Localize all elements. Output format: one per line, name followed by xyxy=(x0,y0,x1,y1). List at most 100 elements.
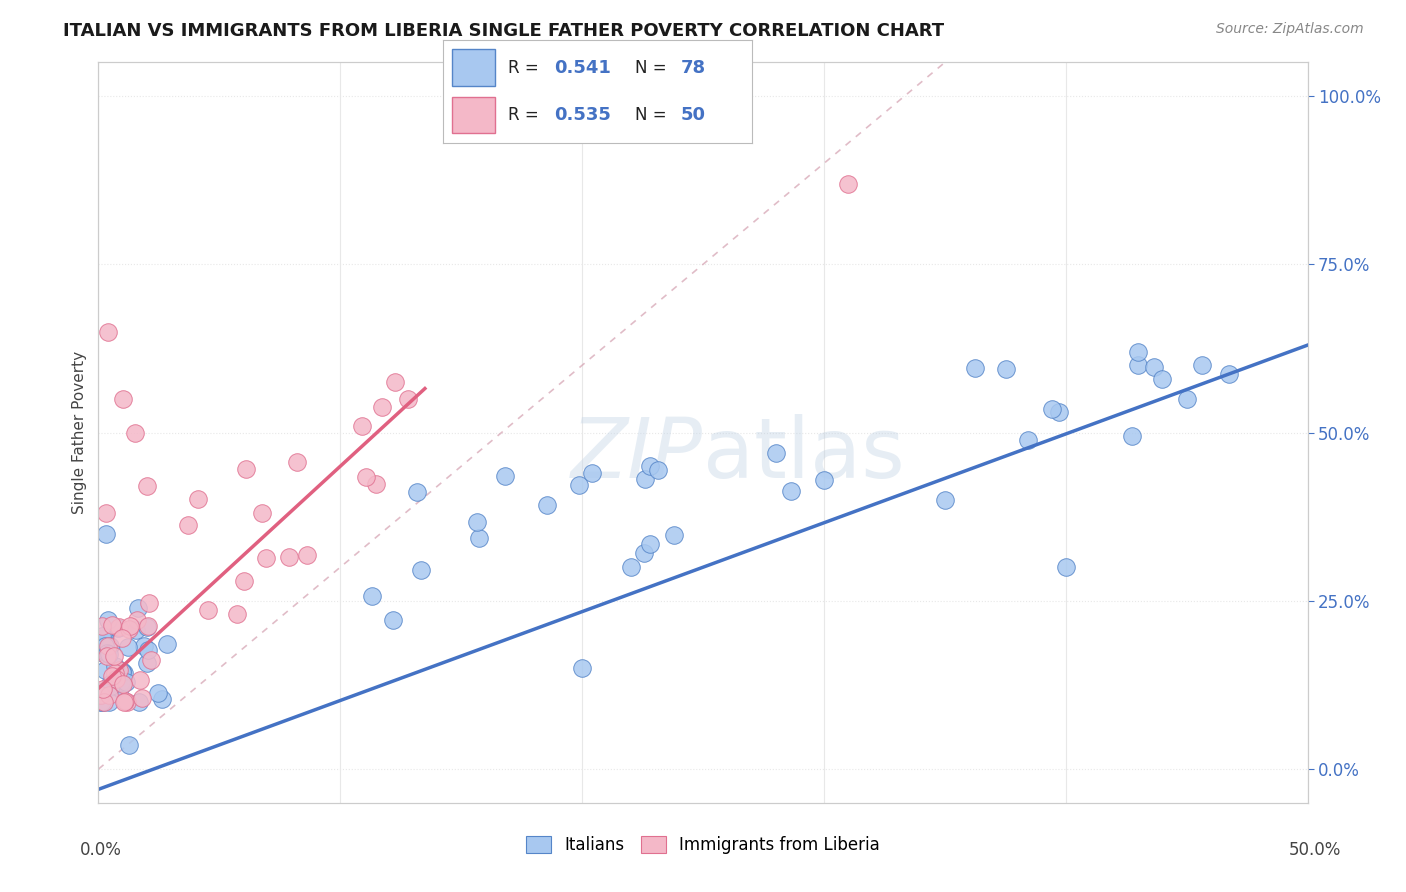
Point xyxy=(100,680,122,694)
Point xyxy=(112,665,135,680)
Bar xyxy=(453,96,495,134)
Point xyxy=(197,603,219,617)
Point xyxy=(114,693,136,707)
Point xyxy=(118,739,141,753)
Point xyxy=(94,642,117,657)
Point xyxy=(104,672,127,686)
Point xyxy=(104,666,127,681)
Point xyxy=(150,691,173,706)
Point xyxy=(568,478,591,492)
Text: 0.535: 0.535 xyxy=(554,106,612,124)
Point xyxy=(1040,402,1063,417)
Text: 78: 78 xyxy=(681,59,706,77)
Point xyxy=(813,473,835,487)
Point xyxy=(100,677,122,691)
Point xyxy=(135,656,157,670)
Point xyxy=(135,479,157,493)
Point xyxy=(98,639,121,653)
Point xyxy=(177,518,200,533)
Point xyxy=(120,619,142,633)
Point xyxy=(965,361,987,376)
Point xyxy=(494,468,516,483)
Point xyxy=(995,361,1018,376)
Point xyxy=(1121,429,1143,443)
Point xyxy=(108,619,131,633)
Point xyxy=(1142,360,1164,375)
Y-axis label: Single Father Poverty: Single Father Poverty xyxy=(72,351,87,514)
Point xyxy=(90,685,112,699)
Point xyxy=(277,549,299,564)
Point xyxy=(107,621,129,635)
Point xyxy=(187,491,209,506)
Point xyxy=(97,639,120,653)
Point xyxy=(111,664,134,678)
Point xyxy=(136,620,159,634)
Point xyxy=(536,498,558,512)
Point xyxy=(87,645,110,659)
Point xyxy=(127,601,149,615)
Point xyxy=(96,643,118,657)
Point xyxy=(101,669,124,683)
Point xyxy=(619,559,641,574)
Point xyxy=(128,673,150,688)
Point xyxy=(131,691,153,706)
Point xyxy=(118,622,141,636)
Point xyxy=(1218,367,1240,381)
Point xyxy=(146,685,169,699)
Point xyxy=(93,695,115,709)
Point xyxy=(115,674,138,689)
Point xyxy=(354,470,377,484)
Point xyxy=(97,647,120,661)
Point xyxy=(225,607,247,621)
Point xyxy=(128,695,150,709)
Point xyxy=(1054,560,1077,574)
Point xyxy=(232,574,254,588)
Point xyxy=(93,695,115,709)
Point xyxy=(108,664,131,678)
Point xyxy=(360,589,382,603)
Point xyxy=(396,392,419,406)
Point xyxy=(97,613,120,627)
Point xyxy=(138,619,160,633)
Bar xyxy=(453,49,495,87)
Point xyxy=(110,675,132,690)
Point xyxy=(111,631,134,645)
Point xyxy=(111,677,134,691)
Point xyxy=(91,629,114,643)
Point xyxy=(94,526,117,541)
Point xyxy=(406,485,429,500)
Point xyxy=(93,632,115,647)
Point xyxy=(96,646,118,660)
Point xyxy=(93,631,115,645)
Point xyxy=(101,617,124,632)
Point xyxy=(467,531,489,545)
Point xyxy=(371,401,394,415)
Point xyxy=(97,325,120,339)
Text: atlas: atlas xyxy=(703,414,904,495)
Point xyxy=(115,695,138,709)
Text: 0.541: 0.541 xyxy=(554,59,612,77)
Point xyxy=(124,425,146,440)
Point xyxy=(89,688,111,702)
Point xyxy=(112,695,135,709)
Point xyxy=(837,177,859,191)
Point xyxy=(97,695,120,709)
Point xyxy=(1017,433,1039,447)
Point xyxy=(117,640,139,654)
Point xyxy=(136,643,159,657)
Point xyxy=(1175,392,1198,406)
Point xyxy=(93,681,115,696)
Point xyxy=(156,638,179,652)
Text: ZIP: ZIP xyxy=(571,414,703,495)
Point xyxy=(96,649,118,664)
Legend: Italians, Immigrants from Liberia: Italians, Immigrants from Liberia xyxy=(519,830,887,861)
Point xyxy=(138,596,160,610)
Point xyxy=(381,613,404,627)
Point xyxy=(101,680,124,694)
Point xyxy=(1047,404,1070,418)
Point xyxy=(125,624,148,638)
Point xyxy=(352,418,374,433)
Point xyxy=(664,527,686,541)
Point xyxy=(98,688,121,702)
Point xyxy=(94,507,117,521)
